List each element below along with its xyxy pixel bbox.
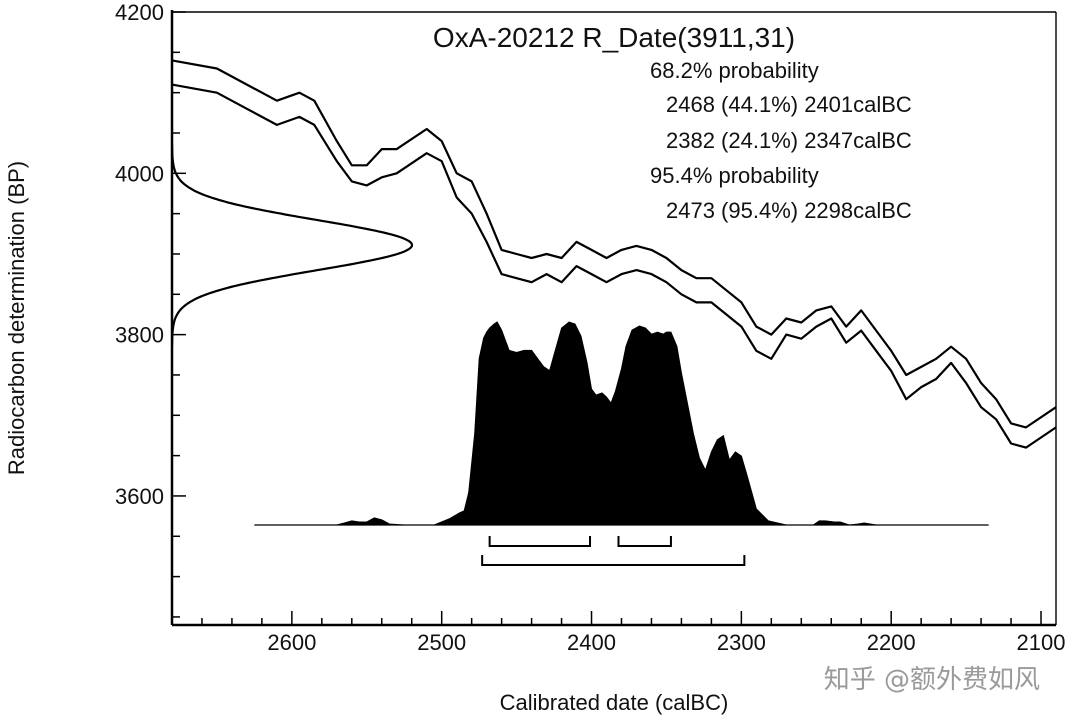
y-axis-label: Radiocarbon determination (BP) — [4, 161, 29, 475]
calibrated-distribution — [254, 321, 989, 526]
range-95-bracket-1 — [481, 555, 746, 566]
y-tick-label: 4000 — [115, 161, 164, 186]
x-tick-label: 2600 — [267, 630, 316, 655]
axes: 3600 3800 4000 4200 2600 2500 2400 2300 2200 2100 — [115, 0, 1065, 655]
calibration-curve-lower — [171, 83, 1057, 449]
calibration-curve — [171, 59, 1057, 449]
y-tick-label: 4200 — [115, 0, 164, 25]
calibration-curve-upper — [171, 59, 1057, 429]
x-tick-label: 2300 — [717, 630, 766, 655]
radiocarbon-normal-line — [171, 145, 414, 346]
chart-title: OxA-20212 R_Date(3911,31) — [433, 22, 795, 53]
annotation-line-3: 2382 (24.1%) 2347calBC — [666, 128, 912, 153]
annotation-line-1: 68.2% probability — [650, 58, 819, 83]
x-axis-label: Calibrated date (calBC) — [500, 690, 729, 715]
range-68-bracket-1 — [488, 536, 592, 547]
radiocarbon-normal-curve — [171, 145, 414, 346]
x-tick-label: 2100 — [1017, 630, 1066, 655]
annotation-line-4: 95.4% probability — [650, 163, 819, 188]
range-68-bracket-2 — [617, 536, 672, 547]
x-tick-label: 2400 — [567, 630, 616, 655]
x-tick-label: 2500 — [417, 630, 466, 655]
x-tick-label: 2200 — [867, 630, 916, 655]
annotation-line-5: 2473 (95.4%) 2298calBC — [666, 198, 912, 223]
probability-range-brackets — [481, 536, 746, 566]
watermark: 知乎 @额外费如风 — [824, 665, 1040, 695]
annotation-line-2: 2468 (44.1%) 2401calBC — [666, 92, 912, 117]
y-tick-label: 3800 — [115, 323, 164, 348]
calibrated-distribution-area — [254, 321, 989, 526]
y-tick-label: 3600 — [115, 484, 164, 509]
